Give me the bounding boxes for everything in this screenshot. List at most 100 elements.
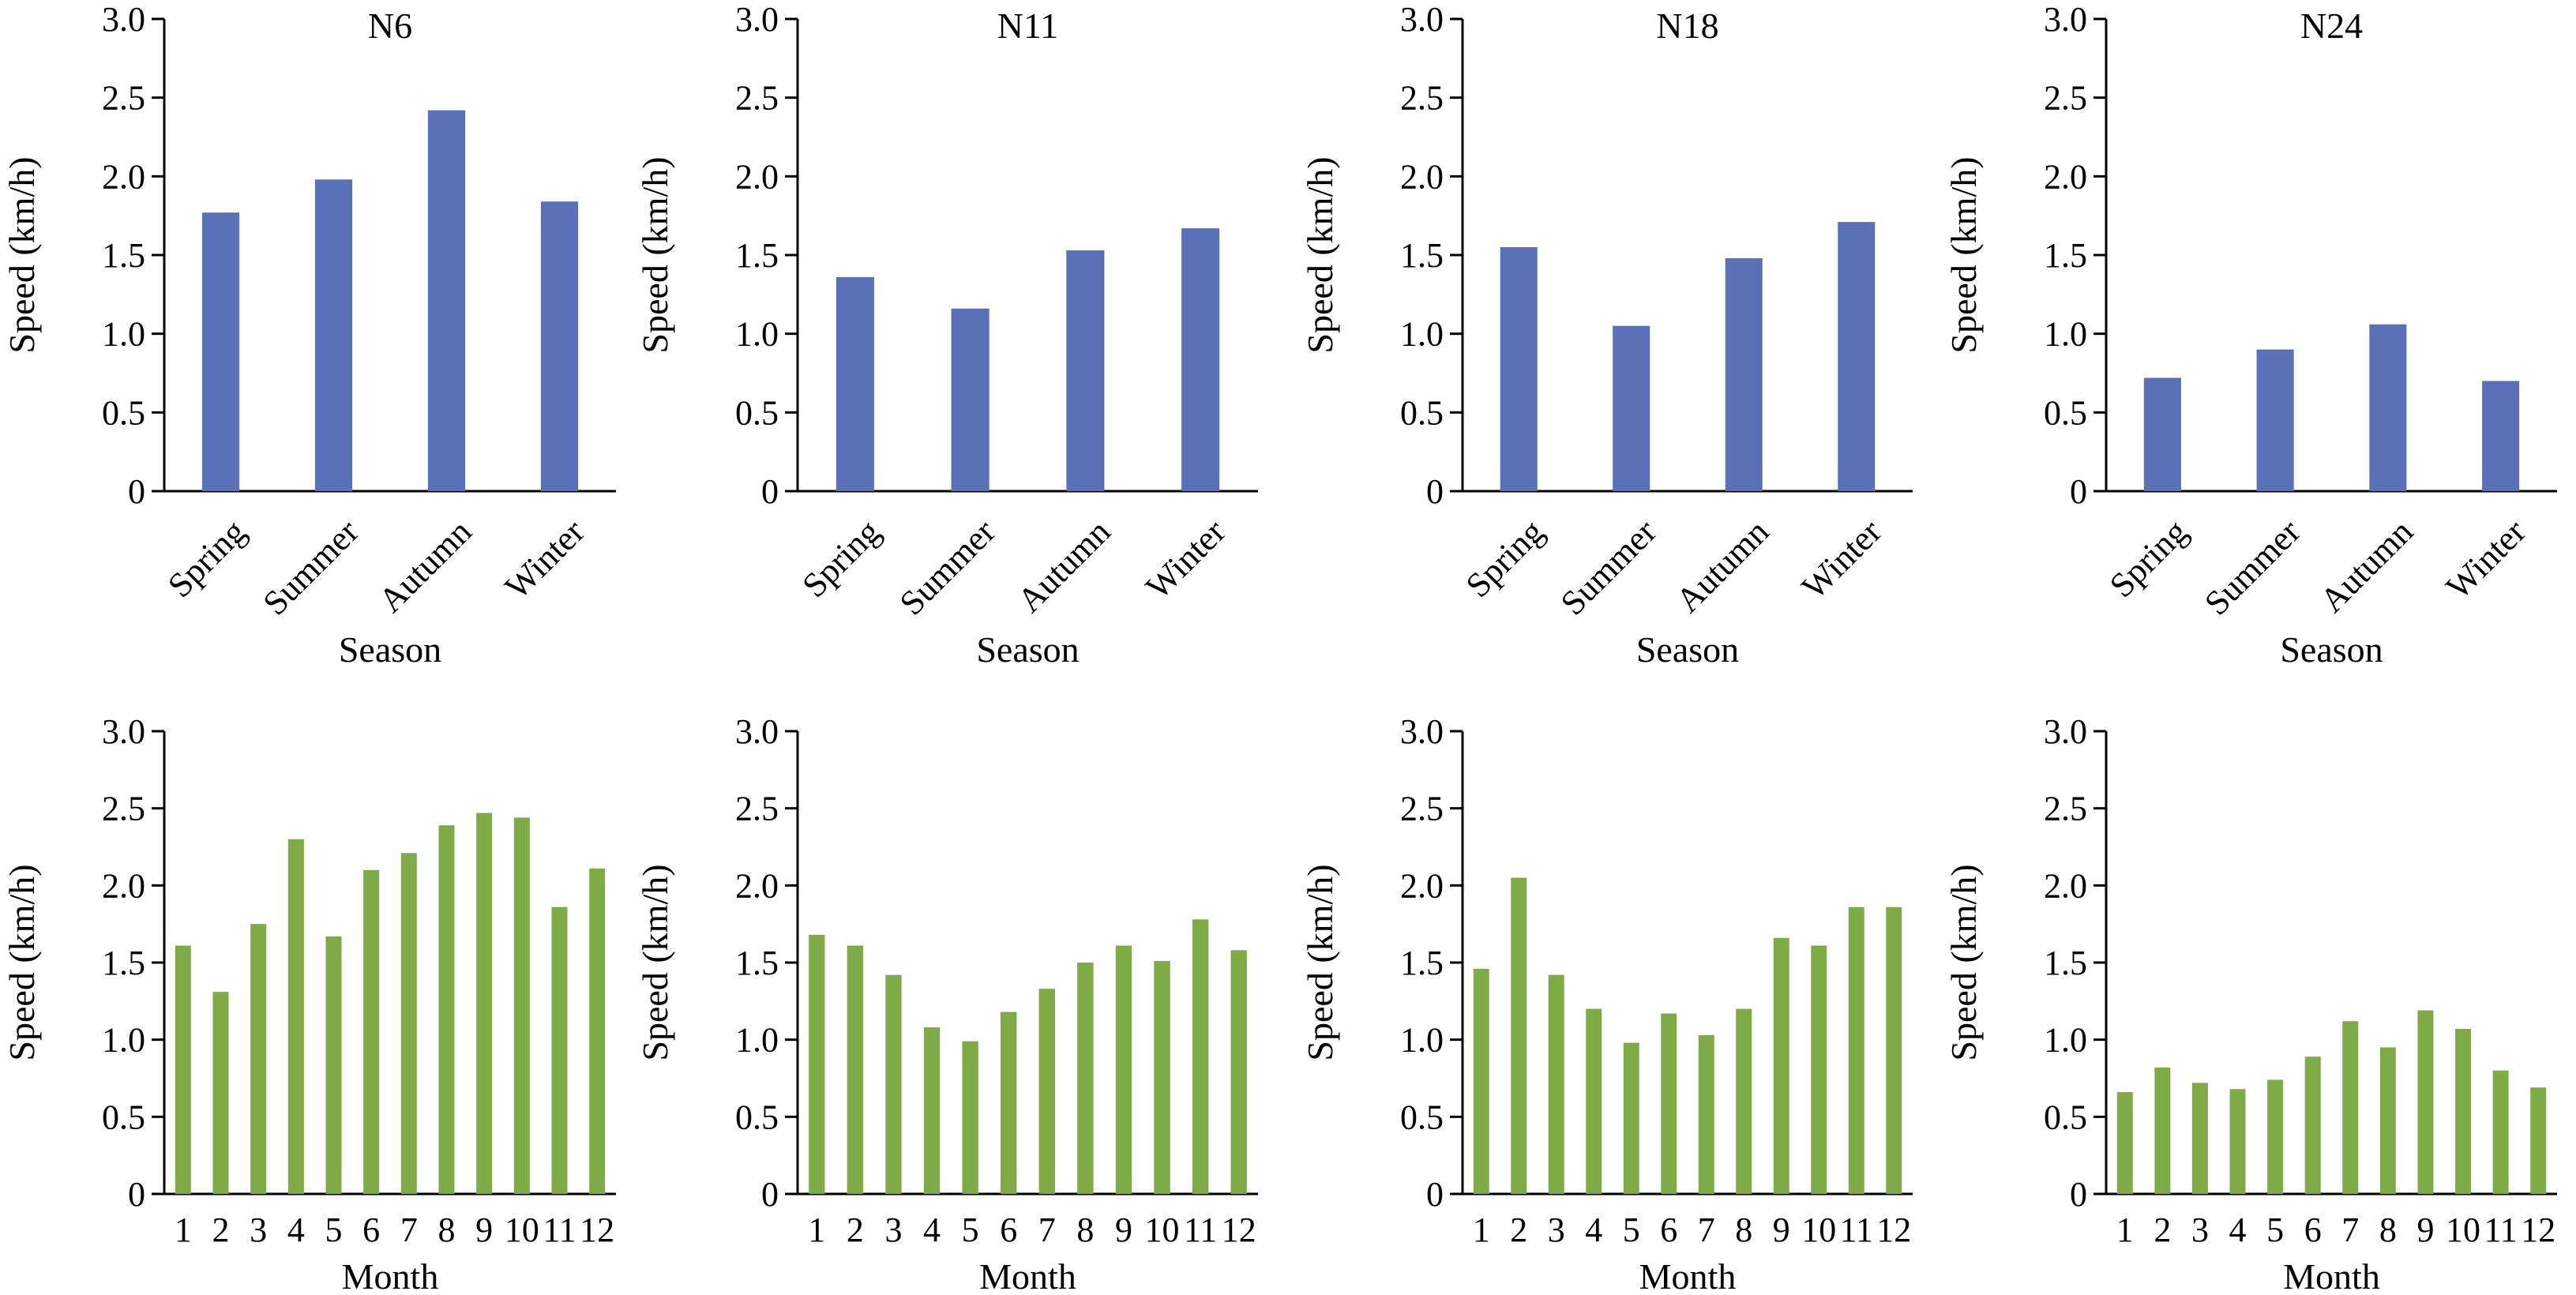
y-tick-label: 0 <box>2070 1175 2087 1214</box>
y-tick-label: 3.0 <box>102 712 145 751</box>
x-tick-label: 11 <box>2484 1211 2517 1249</box>
bar-winter <box>540 201 579 491</box>
bar-10 <box>1811 945 1827 1194</box>
x-tick-label: 3 <box>1548 1211 1565 1249</box>
x-tick-label: Winter <box>2439 512 2533 606</box>
y-tick-label: 0 <box>761 472 779 511</box>
x-axis-title: Season <box>339 629 441 670</box>
bar-autumn <box>1725 257 1763 491</box>
x-tick-label: 9 <box>475 1211 493 1249</box>
y-tick-label: 0 <box>1426 472 1444 511</box>
y-tick-label: 3.0 <box>1400 712 1444 751</box>
x-tick-label: 8 <box>1076 1211 1094 1249</box>
x-axis-title: Season <box>1636 629 1739 670</box>
x-tick-label: 11 <box>1184 1211 1217 1249</box>
x-tick-label: 4 <box>923 1211 941 1249</box>
y-tick-label: 3.0 <box>2044 712 2087 751</box>
bar-2 <box>1511 877 1527 1194</box>
y-tick-label: 2.5 <box>735 790 779 828</box>
bar-2 <box>847 945 864 1194</box>
y-tick-label: 1.0 <box>2044 1021 2087 1060</box>
bar-4 <box>2229 1089 2246 1194</box>
y-axis-title: Speed (km/h) <box>1300 864 1340 1060</box>
y-axis-title: Speed (km/h) <box>635 156 675 353</box>
panel-title: N18 <box>1656 6 1718 46</box>
x-tick-label: 10 <box>1801 1211 1836 1249</box>
bar-12 <box>1886 906 1902 1194</box>
bar-5 <box>325 936 342 1194</box>
bar-autumn <box>427 110 466 491</box>
bar-5 <box>962 1041 978 1194</box>
x-tick-label: 2 <box>2154 1211 2171 1249</box>
bar-3 <box>1548 974 1564 1194</box>
bar-11 <box>551 906 568 1194</box>
x-tick-label: 2 <box>1510 1211 1527 1249</box>
bar-winter <box>2482 381 2520 491</box>
x-tick-label: 3 <box>2191 1211 2209 1249</box>
x-tick-label: 7 <box>2341 1211 2359 1249</box>
y-tick-label: 0.5 <box>1400 1098 1444 1136</box>
bar-3 <box>885 974 902 1194</box>
x-tick-label: 2 <box>847 1211 864 1249</box>
x-tick-label: 5 <box>2266 1211 2284 1249</box>
bar-10 <box>513 817 530 1194</box>
x-tick-label: 1 <box>808 1211 825 1249</box>
x-tick-label: 10 <box>505 1211 539 1249</box>
x-tick-label: Autumn <box>1669 512 1777 620</box>
bar-3 <box>2191 1083 2208 1194</box>
bar-summer <box>1613 325 1650 491</box>
bar-7 <box>2342 1021 2359 1194</box>
y-tick-label: 1.0 <box>735 1021 779 1060</box>
bar-10 <box>1154 961 1170 1194</box>
bar-autumn <box>1066 250 1105 491</box>
bar-1 <box>809 934 825 1194</box>
bar-winter <box>1181 228 1220 491</box>
y-tick-label: 3.0 <box>735 712 779 751</box>
x-tick-label: 11 <box>543 1211 576 1249</box>
y-tick-label: 2.5 <box>102 79 145 118</box>
x-tick-label: 12 <box>2521 1211 2555 1249</box>
x-tick-label: Spring <box>1459 512 1552 605</box>
bar-2 <box>212 992 229 1194</box>
panel-4: 0 0.5 1.0 1.5 2.0 2.5 3.0 Speed (km/h) Spring Sum… <box>1943 0 2557 670</box>
y-tick-label: 0 <box>1426 1175 1444 1214</box>
bar-4 <box>1586 1008 1602 1194</box>
x-tick-label: 11 <box>1840 1211 1873 1249</box>
x-tick-label: 6 <box>1660 1211 1677 1249</box>
y-axis-title: Speed (km/h) <box>635 864 675 1060</box>
x-tick-label: Winter <box>1794 512 1889 606</box>
y-tick-label: 0.5 <box>735 1098 779 1136</box>
y-tick-label: 0 <box>128 472 145 511</box>
bar-5 <box>2267 1079 2284 1194</box>
x-tick-label: Autumn <box>1010 512 1118 620</box>
x-tick-label: 3 <box>884 1211 902 1249</box>
panel-title: N6 <box>368 6 412 46</box>
bar-3 <box>250 924 267 1194</box>
x-tick-label: 9 <box>2416 1211 2434 1249</box>
x-tick-label: 1 <box>175 1211 192 1249</box>
y-tick-label: 2.5 <box>2044 790 2087 828</box>
y-tick-label: 2.5 <box>2044 79 2087 118</box>
bar-spring <box>201 212 240 491</box>
y-tick-label: 1.0 <box>1400 315 1444 354</box>
x-tick-label: 6 <box>2304 1211 2322 1249</box>
y-axis-title: Speed (km/h) <box>2 156 42 353</box>
panel-1: 0 0.5 1.0 1.5 2.0 2.5 3.0 Speed (km/h) Spring Sum… <box>2 0 616 670</box>
y-axis-title: Speed (km/h) <box>1943 864 1984 1060</box>
bar-spring <box>2143 377 2181 491</box>
x-tick-label: 8 <box>438 1211 456 1249</box>
bar-7 <box>1698 1034 1714 1194</box>
bar-6 <box>2304 1057 2321 1194</box>
bar-6 <box>1001 1012 1017 1194</box>
bar-2 <box>2154 1067 2171 1194</box>
x-tick-label: 7 <box>400 1211 418 1249</box>
x-tick-label: Spring <box>160 512 253 605</box>
bar-8 <box>1736 1008 1752 1194</box>
panel-title: N24 <box>2300 6 2363 46</box>
x-tick-label: 2 <box>212 1211 230 1249</box>
x-axis-title: Month <box>979 1256 1076 1295</box>
y-axis-title: Speed (km/h) <box>2 864 42 1060</box>
x-tick-label: 3 <box>250 1211 267 1249</box>
